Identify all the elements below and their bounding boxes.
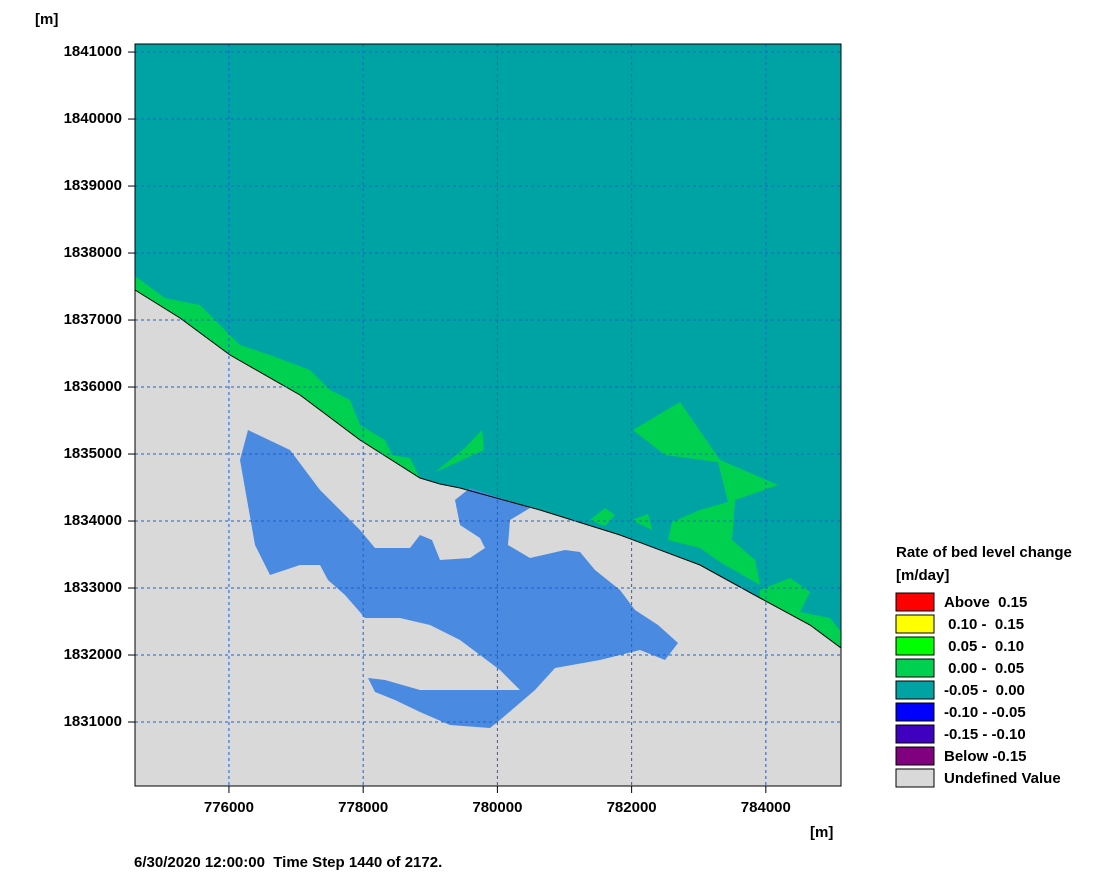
y-tick-label: 1838000	[64, 244, 122, 261]
legend-swatch	[895, 636, 935, 656]
legend-label: -0.05 - 0.00	[944, 682, 1025, 699]
positive-change-area	[435, 430, 484, 472]
legend-swatch	[895, 724, 935, 744]
legend-label: 0.05 - 0.10	[944, 638, 1024, 655]
y-tick-label: 1840000	[64, 110, 122, 127]
legend-swatch	[895, 680, 935, 700]
y-tick-label: 1836000	[64, 378, 122, 395]
positive-change-area	[135, 276, 420, 478]
legend-label: -0.10 - -0.05	[944, 704, 1026, 721]
positive-change-area	[633, 402, 778, 585]
x-unit: [m]	[810, 824, 833, 841]
y-tick-label: 1832000	[64, 646, 122, 663]
y-tick-label: 1835000	[64, 445, 122, 462]
legend-swatch	[895, 702, 935, 722]
x-tick-label: 780000	[472, 799, 522, 816]
x-tick-label: 776000	[204, 799, 254, 816]
legend-unit: [m/day]	[896, 567, 949, 584]
legend-label: -0.15 - -0.10	[944, 726, 1026, 743]
legend-swatch	[895, 592, 935, 612]
legend-swatch	[895, 768, 935, 788]
positive-change-area	[632, 514, 652, 530]
legend-label: 0.10 - 0.15	[944, 616, 1024, 633]
legend-label: 0.00 - 0.05	[944, 660, 1024, 677]
positive-change-area	[590, 508, 615, 526]
coastline	[134, 289, 842, 649]
y-tick-label: 1834000	[64, 512, 122, 529]
y-unit: [m]	[35, 11, 58, 28]
y-tick-label: 1841000	[64, 43, 122, 60]
legend-swatch	[895, 746, 935, 766]
y-tick-label: 1833000	[64, 579, 122, 596]
x-tick-label: 778000	[338, 799, 388, 816]
legend-label: Undefined Value	[944, 770, 1061, 787]
legend-swatch	[895, 658, 935, 678]
footer: 6/30/2020 12:00:00 Time Step 1440 of 217…	[134, 854, 442, 871]
x-tick-label: 784000	[741, 799, 791, 816]
y-tick-label: 1837000	[64, 311, 122, 328]
y-tick-label: 1831000	[64, 713, 122, 730]
y-tick-label: 1839000	[64, 177, 122, 194]
land-area	[240, 430, 678, 728]
plot-frame	[134, 43, 842, 787]
plot-area	[134, 44, 842, 786]
positive-change-area	[760, 578, 841, 648]
x-tick-label: 782000	[607, 799, 657, 816]
legend-title: Rate of bed level change	[896, 544, 1072, 561]
legend-swatch	[895, 614, 935, 634]
legend-label: Above 0.15	[944, 594, 1027, 611]
sea-area	[135, 44, 841, 648]
legend-label: Below -0.15	[944, 748, 1027, 765]
